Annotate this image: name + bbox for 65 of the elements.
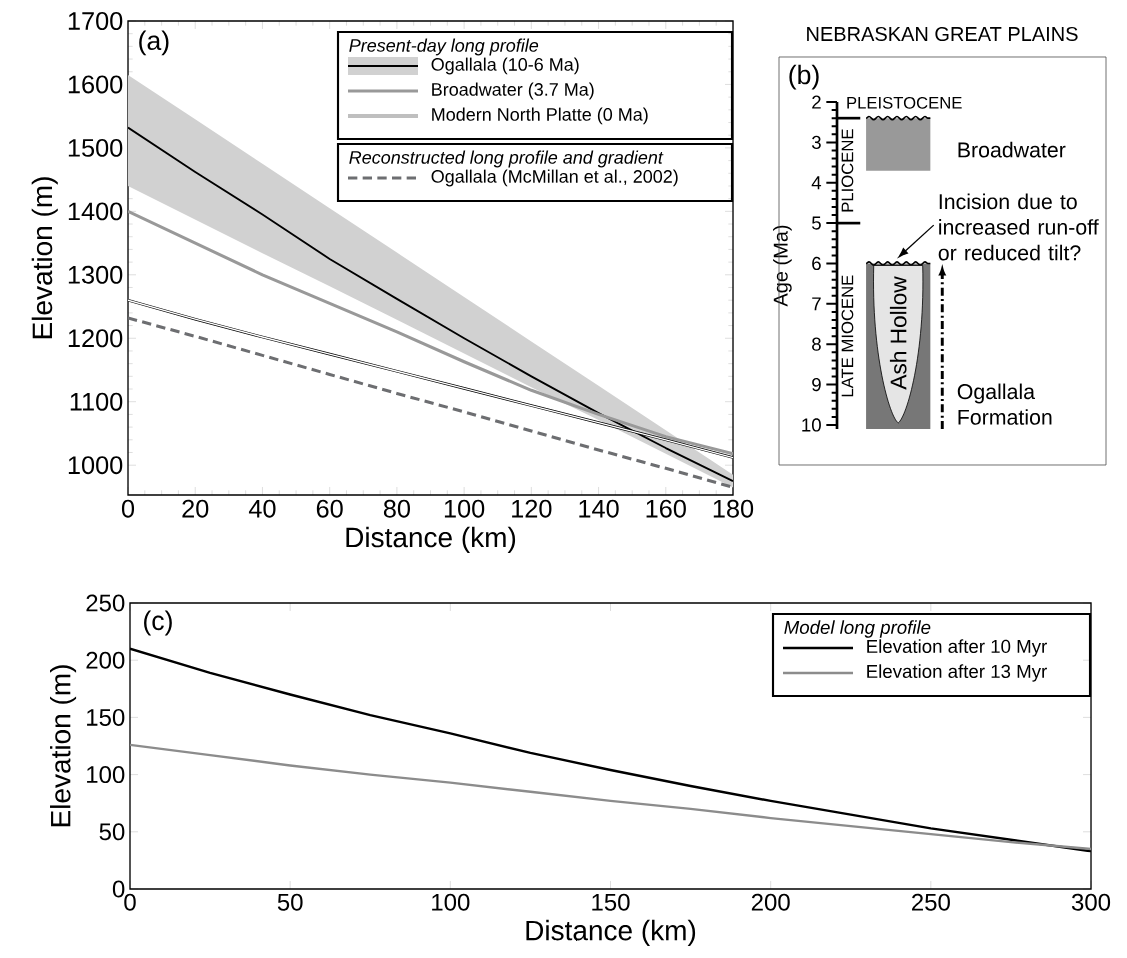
x-tick-label: 60 [316, 499, 343, 518]
y-tick-label: 50 [99, 823, 125, 841]
y-tick-label: 1000 [68, 456, 123, 475]
y-tick-label: 1500 [68, 138, 123, 157]
y-tick-label: 100 [87, 766, 125, 784]
legend-title: Present-day long profile [349, 38, 539, 56]
y-tick-label: 1300 [68, 265, 123, 284]
y-tick-label: 6 [812, 256, 821, 271]
annotation: PLIOCENE [841, 129, 854, 212]
y-tick-label: 9 [812, 377, 821, 392]
chart-title: NEBRASKAN GREAT PLAINS [807, 26, 1078, 42]
y-tick-label: 5 [812, 216, 821, 230]
x-tick-label: 160 [646, 499, 686, 518]
y-axis-title: Elevation (m) [50, 665, 77, 827]
x-tick-label: 150 [592, 893, 630, 911]
annotation: Ash Hollow [889, 276, 907, 390]
x-tick-label: 50 [277, 893, 303, 911]
y-tick-label: 8 [812, 337, 821, 351]
y-axis-title: Elevation (m) [31, 177, 58, 339]
x-tick-label: 200 [751, 893, 790, 911]
x-tick-label: 300 [1071, 893, 1111, 911]
x-tick-label: 0 [124, 893, 136, 911]
x-axis-title: Distance (km) [526, 919, 696, 946]
annotation: LATE MIOCENE [841, 275, 854, 397]
x-tick-label: 250 [912, 893, 950, 911]
x-tick-label: 40 [248, 499, 276, 518]
x-tick-label: 100 [432, 893, 470, 911]
legend-label: Ogallala (McMillan et al., 2002) [431, 169, 678, 187]
y-tick-label: 1100 [70, 392, 123, 411]
y-tick-label: 2 [812, 95, 821, 109]
legend-label: Modern North Platte (0 Ma) [432, 107, 648, 125]
annotation: PLEISTOCENE [847, 96, 962, 109]
line-series [130, 743, 1092, 851]
annotation: (a) [139, 30, 169, 56]
x-tick-label: 80 [383, 499, 410, 518]
y-tick-label: 1600 [68, 75, 123, 94]
y-tick-label: 10 [802, 418, 821, 432]
series-label: Ogallala Formation [957, 383, 1052, 425]
y-tick-label: 1700 [68, 12, 123, 30]
legend-label: Broadwater (3.7 Ma) [432, 82, 594, 100]
x-tick-label: 20 [182, 499, 209, 518]
x-axis-title: Distance (km) [346, 526, 516, 553]
x-tick-label: 180 [713, 499, 754, 518]
x-tick-label: 140 [579, 499, 619, 518]
x-tick-label: 100 [444, 499, 485, 518]
y-tick-label: 1200 [68, 329, 123, 348]
legend-label: Elevation after 10 Myr [867, 639, 1047, 657]
y-tick-label: 4 [811, 176, 822, 190]
x-tick-label: 120 [512, 499, 552, 518]
y-tick-label: 150 [87, 708, 125, 726]
text: (b) [789, 64, 819, 90]
y-tick-label: 250 [86, 594, 125, 612]
y-tick-label: 1400 [68, 202, 123, 221]
annotation: Reconstructed long profile and gradient [349, 150, 664, 168]
legend-label: Elevation after 13 Myr [867, 664, 1047, 682]
y-tick-label: 3 [811, 135, 821, 149]
legend-title: Model long profile [784, 620, 931, 638]
legend-label: Ogallala (10-6 Ma) [431, 57, 579, 75]
annotation: Incision due to increased run-off or reduced tilt? [938, 193, 1099, 261]
y-tick-label: 7 [812, 297, 821, 311]
y-axis-title: Age (Ma) [773, 225, 792, 307]
y-tick-label: 0 [112, 880, 125, 898]
series-label: Broadwater [958, 141, 1066, 158]
y-tick-label: 200 [86, 651, 125, 669]
annotation: (c) [144, 610, 172, 636]
